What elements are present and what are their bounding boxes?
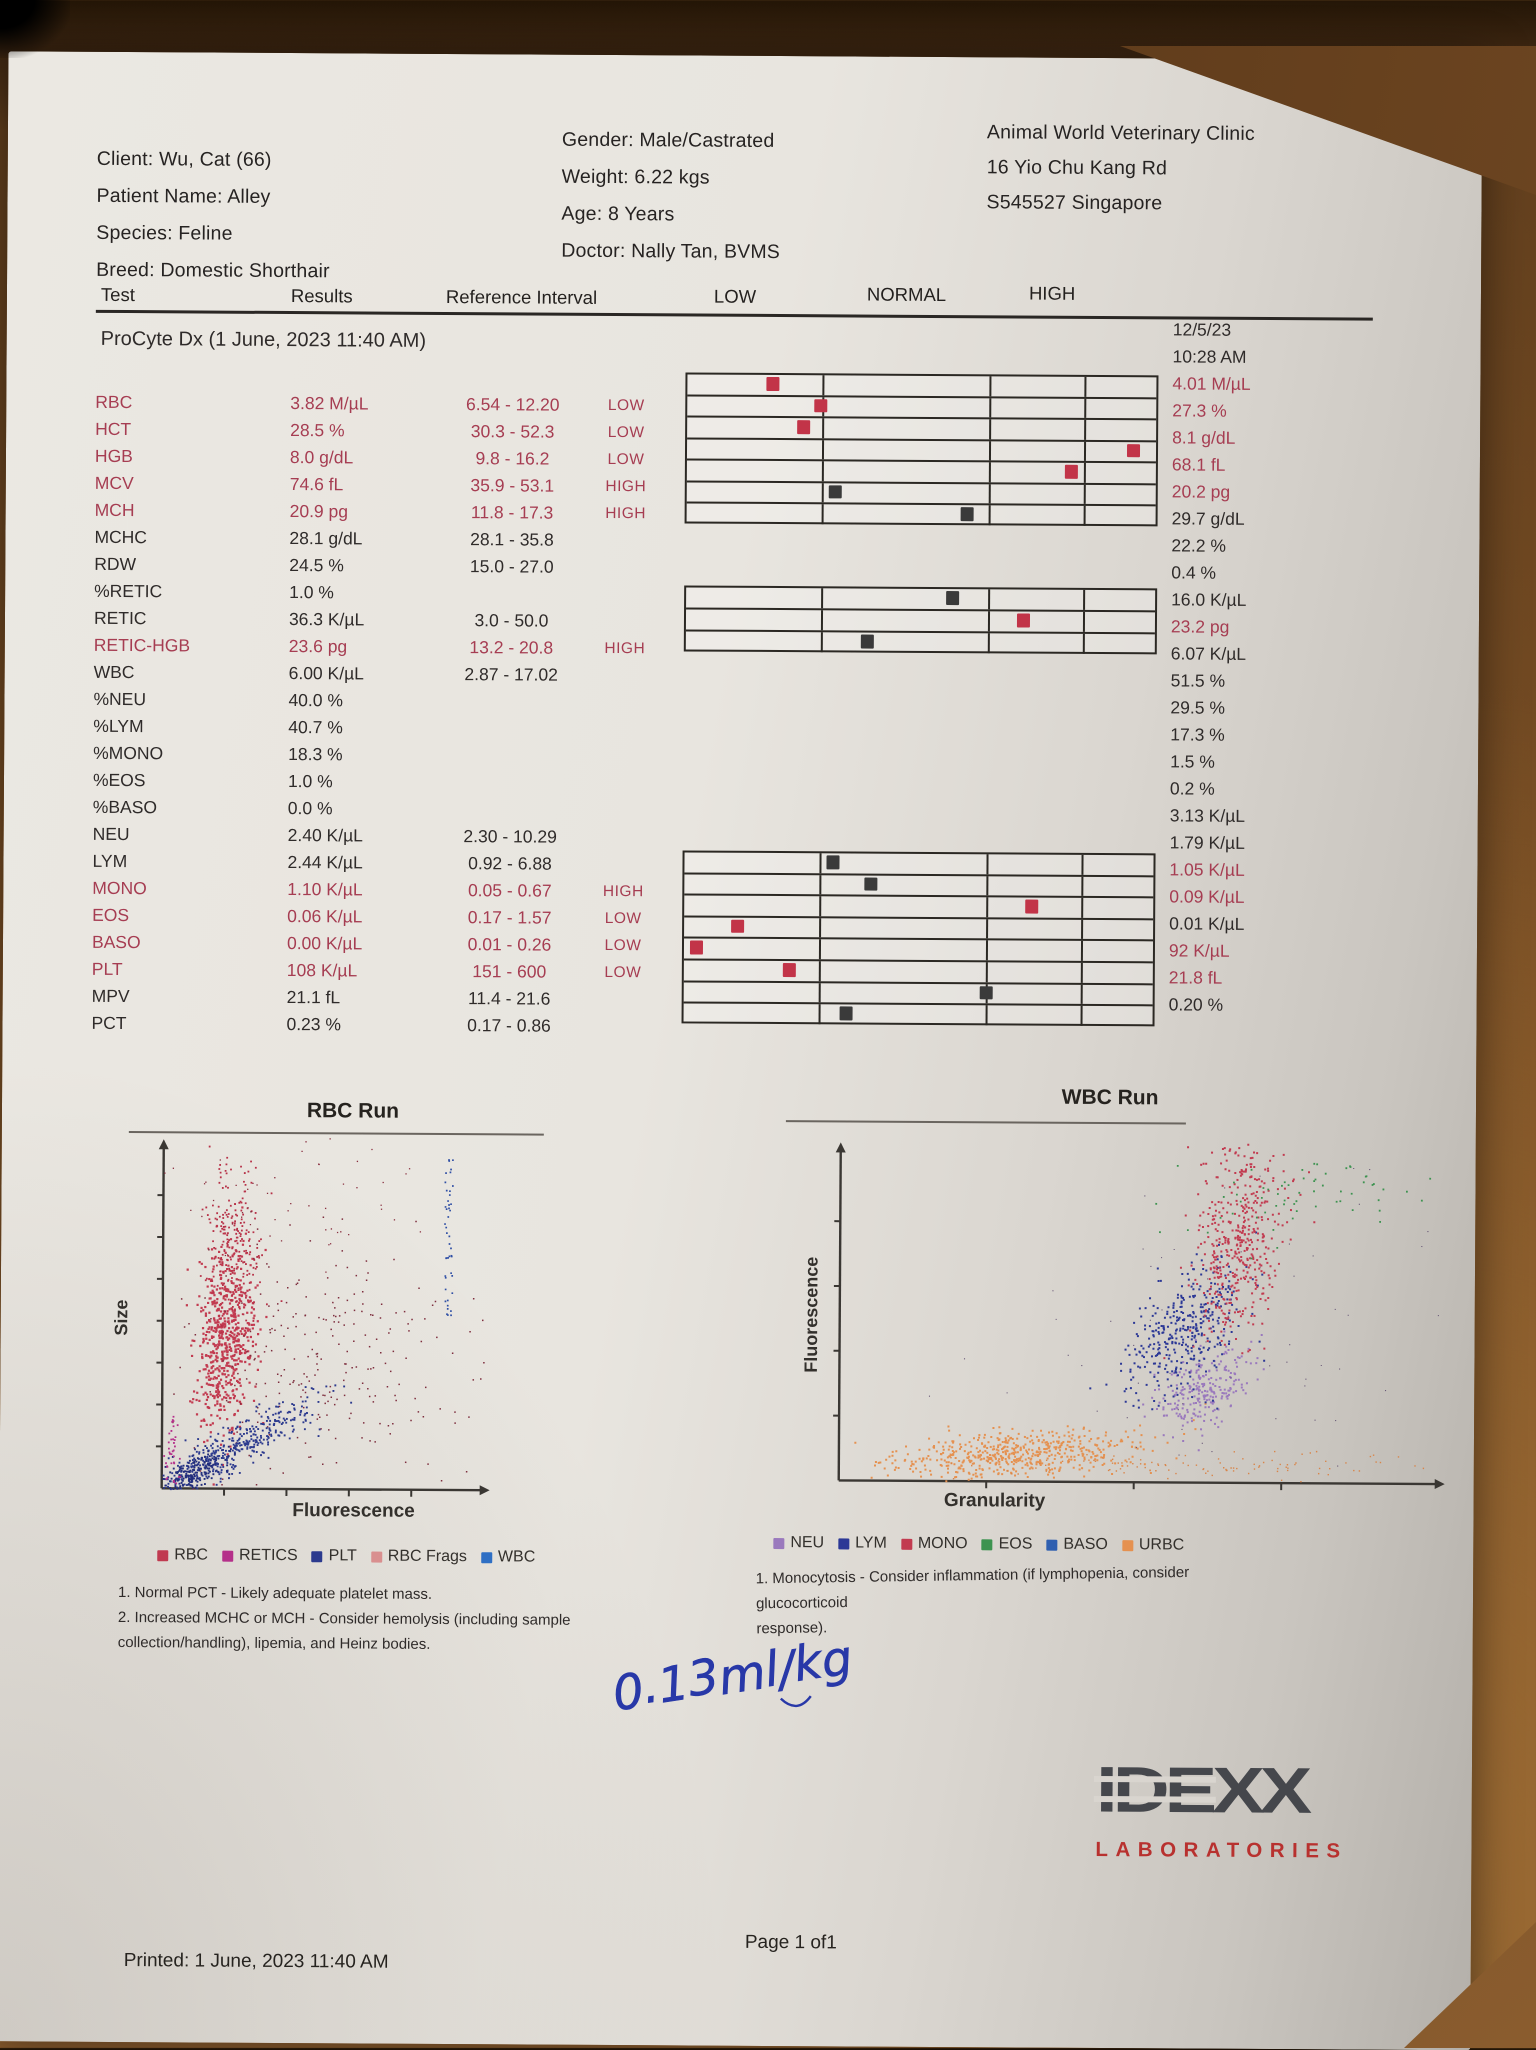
cluster-urbc-tail (950, 1449, 1424, 1483)
photo-dark-corner (0, 0, 70, 58)
report-paper: Client: Wu, Cat (66) Patient Name: Alley… (0, 51, 1482, 2050)
page-number: Page 1 of1 (745, 1932, 837, 1955)
wbc-scatter-plot (833, 1141, 1447, 1491)
x-axis (162, 1488, 482, 1490)
idexx-logo-stripe (1094, 1796, 1216, 1803)
idexx-logo-wordmark: IDEXX (1096, 1758, 1359, 1824)
x-axis (839, 1480, 1437, 1484)
plots-and-ink-layer: 0.13ml/kg (0, 51, 1482, 2050)
cluster-eos (1155, 1162, 1431, 1261)
idexx-logo: IDEXX LABORATORIES (1095, 1758, 1348, 1864)
idexx-logo-stripe (1094, 1776, 1216, 1783)
cluster-mono (1163, 1143, 1315, 1360)
x-axis-arrow (1435, 1479, 1445, 1489)
cluster-urbc (854, 1401, 1206, 1484)
y-axis-arrow (836, 1142, 846, 1152)
y-axis (839, 1150, 841, 1480)
cluster-upper-sparse (164, 1137, 422, 1273)
printed-timestamp: Printed: 1 June, 2023 11:40 AM (124, 1950, 389, 1974)
handwritten-text: 0.13ml/kg (609, 1628, 857, 1724)
handwritten-dose-note: 0.13ml/kg (609, 1628, 858, 1733)
cluster-rbc-upper-tail (199, 1146, 283, 1386)
cluster-faint (929, 1165, 1440, 1467)
y-axis-arrow (159, 1139, 169, 1149)
idexx-logo-laboratories: LABORATORIES (1095, 1838, 1347, 1864)
cluster-rbc-main (185, 1206, 269, 1486)
rbc-scatter-plot (156, 1137, 492, 1497)
cluster-wbc-column (444, 1159, 454, 1316)
cluster-lym (1089, 1230, 1266, 1410)
y-axis (162, 1147, 164, 1488)
x-axis-arrow (480, 1485, 490, 1495)
